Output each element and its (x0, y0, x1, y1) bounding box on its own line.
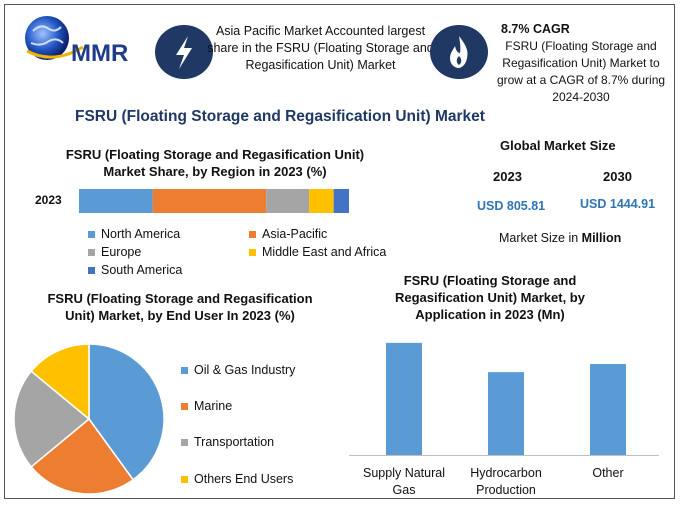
legend-swatch (181, 366, 188, 374)
legend-swatch (181, 402, 188, 410)
logo-text: MMR (71, 40, 128, 67)
market-value-2023: USD 805.81 (477, 199, 546, 213)
legend-label: South America (101, 263, 183, 277)
pie-slice-marine (30, 417, 135, 495)
app-bar-other (590, 364, 626, 455)
region-bar-south-america (333, 189, 349, 213)
globe-icon: MMR (25, 16, 128, 67)
legend-label: North America (101, 227, 181, 241)
legend-swatch (249, 248, 256, 256)
legend-swatch (88, 230, 95, 238)
end-user-pie (13, 343, 165, 495)
region-bar-asia-pacific (152, 189, 267, 213)
app-bar-hydrocarbon-production (488, 372, 524, 455)
app-category-label: Supply Natural Gas (363, 466, 445, 497)
application-bar-chart: Supply Natural Gas Hydrocarbon Production Ot… (349, 342, 659, 497)
pie-legend-oil-gas-industry: Oil & Gas Industry (181, 363, 295, 377)
pie-legend-others-end-users: Others End Users (181, 472, 293, 486)
legend-label: Others End Users (194, 472, 294, 486)
legend-swatch (181, 475, 188, 483)
app-category-label: Other (592, 466, 623, 480)
lightning-bolt-icon (154, 24, 214, 80)
flame-icon (429, 24, 489, 80)
market-unit-note: Market Size in Million (499, 231, 622, 245)
region-category-label: 2023 (35, 193, 62, 207)
pie-slice-others-end-users (30, 343, 90, 421)
region-legend-middle-east-and-africa: Middle East and Africa (249, 245, 386, 259)
pie-slice-transportation (13, 370, 91, 468)
logo: MMR (13, 11, 143, 71)
market-year-2030: 2030 (603, 169, 632, 184)
cagr-text: FSRU (Floating Storage and Regasificatio… (496, 39, 666, 104)
region-chart-title: FSRU (Floating Storage and Regasificatio… (65, 147, 365, 179)
region-bar-europe (266, 189, 310, 213)
global-market-title: Global Market Size (500, 138, 616, 153)
market-year-2023: 2023 (493, 169, 522, 184)
app-category-label: Hydrocarbon Production (470, 466, 542, 497)
legend-label: Europe (101, 245, 142, 259)
end-user-chart-title: FSRU (Floating Storage and Regasificatio… (47, 291, 313, 323)
region-legend-north-america: North America (88, 227, 180, 241)
pie-slice-oil-gas-industry (88, 343, 165, 481)
pie-legend-marine: Marine (181, 399, 232, 413)
legend-swatch (88, 248, 95, 256)
region-legend-asia-pacific: Asia-Pacific (249, 227, 327, 241)
legend-label: Marine (194, 399, 233, 413)
application-chart-title: FSRU (Floating Storage and Regasificatio… (395, 273, 585, 322)
region-legend-south-america: South America (88, 263, 182, 277)
legend-label: Transportation (194, 435, 275, 449)
legend-label: Asia-Pacific (262, 227, 328, 241)
app-bar-supply-natural-gas (386, 342, 422, 455)
market-value-2030: USD 1444.91 (580, 197, 656, 211)
infographic-frame: MMR Asia Pacific Market Accounted larges… (4, 4, 675, 499)
pie-legend-transportation: Transportation (181, 435, 274, 449)
legend-swatch (181, 438, 188, 446)
legend-swatch (88, 266, 95, 274)
legend-swatch (249, 230, 256, 238)
region-legend-europe: Europe (88, 245, 141, 259)
legend-label: Middle East and Africa (262, 245, 387, 259)
region-stacked-bar (79, 189, 349, 213)
main-title: FSRU (Floating Storage and Regasificatio… (75, 108, 485, 125)
region-bar-north-america (79, 189, 153, 213)
legend-label: Oil & Gas Industry (194, 363, 296, 377)
cagr-title: 8.7% CAGR (501, 22, 570, 36)
region-bar-middle-east-and-africa (309, 189, 334, 213)
highlight-text: Asia Pacific Market Accounted largest sh… (207, 24, 434, 72)
